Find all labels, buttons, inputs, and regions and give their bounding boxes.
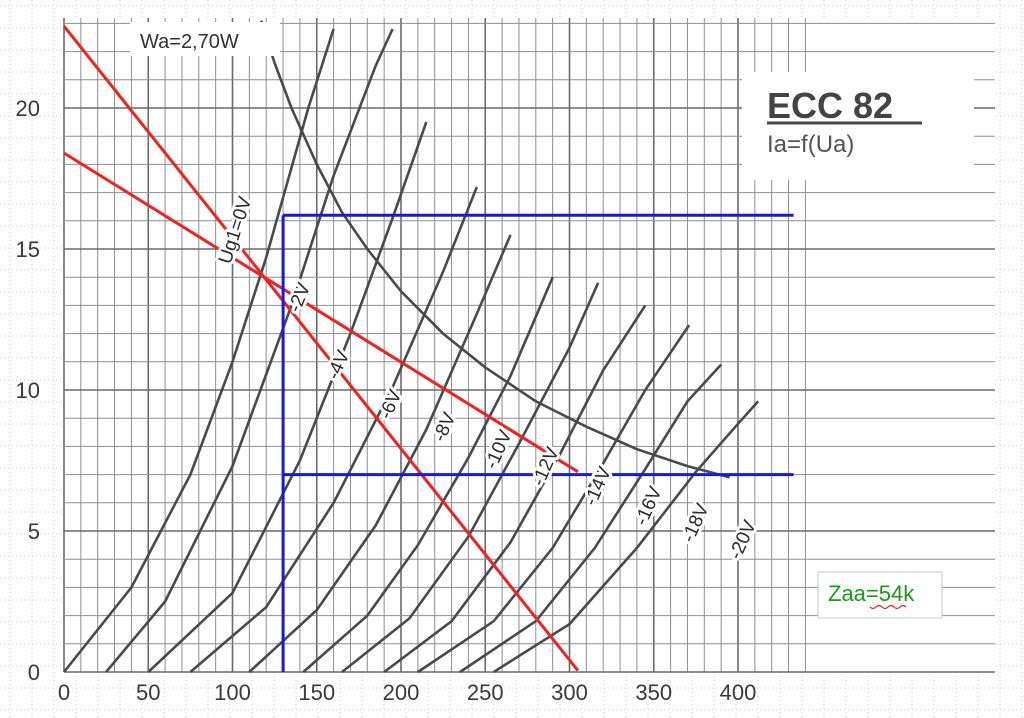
x-tick-label: 50 <box>136 680 160 705</box>
x-tick-label: 100 <box>214 680 251 705</box>
curve-ug1-minus4 <box>147 121 428 673</box>
spell-check-underline <box>869 604 907 610</box>
load-lines <box>62 25 580 672</box>
x-tick-label: 400 <box>720 680 757 705</box>
axis-tick-labels: 0 50 100 150 200 250 300 350 400 0 5 10 15 20 <box>16 96 757 705</box>
title-box <box>742 72 974 180</box>
curve-ug1-minus14 <box>383 304 647 674</box>
power-limit-curve <box>259 20 730 479</box>
y-tick-label: 15 <box>16 237 40 262</box>
curve-ug1-minus6 <box>189 186 479 673</box>
x-tick-label: 150 <box>298 680 335 705</box>
power-limit-label: Wa=2,70W <box>140 31 239 53</box>
chart-subtitle: Ia=f(Ua) <box>767 131 854 158</box>
curve-ug1-minus16 <box>417 324 691 674</box>
operating-point-lines <box>281 213 794 672</box>
grid-voltage-curves <box>62 28 760 674</box>
chart-title: ECC 82 <box>767 85 893 126</box>
zaa-box <box>817 571 943 619</box>
y-tick-label: 10 <box>16 378 40 403</box>
load-line <box>63 151 579 474</box>
x-tick-label: 0 <box>58 680 70 705</box>
zaa-annotation: Zaa=54k <box>828 581 915 606</box>
x-tick-label: 300 <box>551 680 588 705</box>
x-tick-label: 250 <box>467 680 504 705</box>
curve-ug1-minus8 <box>248 234 512 673</box>
curve-ug1-0 <box>62 28 335 673</box>
curve-ug1-minus18 <box>459 363 723 674</box>
curve-ug1-minus2 <box>105 28 394 673</box>
load-line <box>62 25 580 672</box>
power-label-box <box>130 22 280 56</box>
y-tick-label: 5 <box>28 519 40 544</box>
y-tick-label: 0 <box>28 660 40 685</box>
curve-ug1-minus12 <box>341 282 600 674</box>
x-tick-label: 200 <box>383 680 420 705</box>
y-tick-label: 20 <box>16 96 40 121</box>
x-tick-label: 350 <box>635 680 672 705</box>
curve-ug1-minus20 <box>493 400 760 674</box>
